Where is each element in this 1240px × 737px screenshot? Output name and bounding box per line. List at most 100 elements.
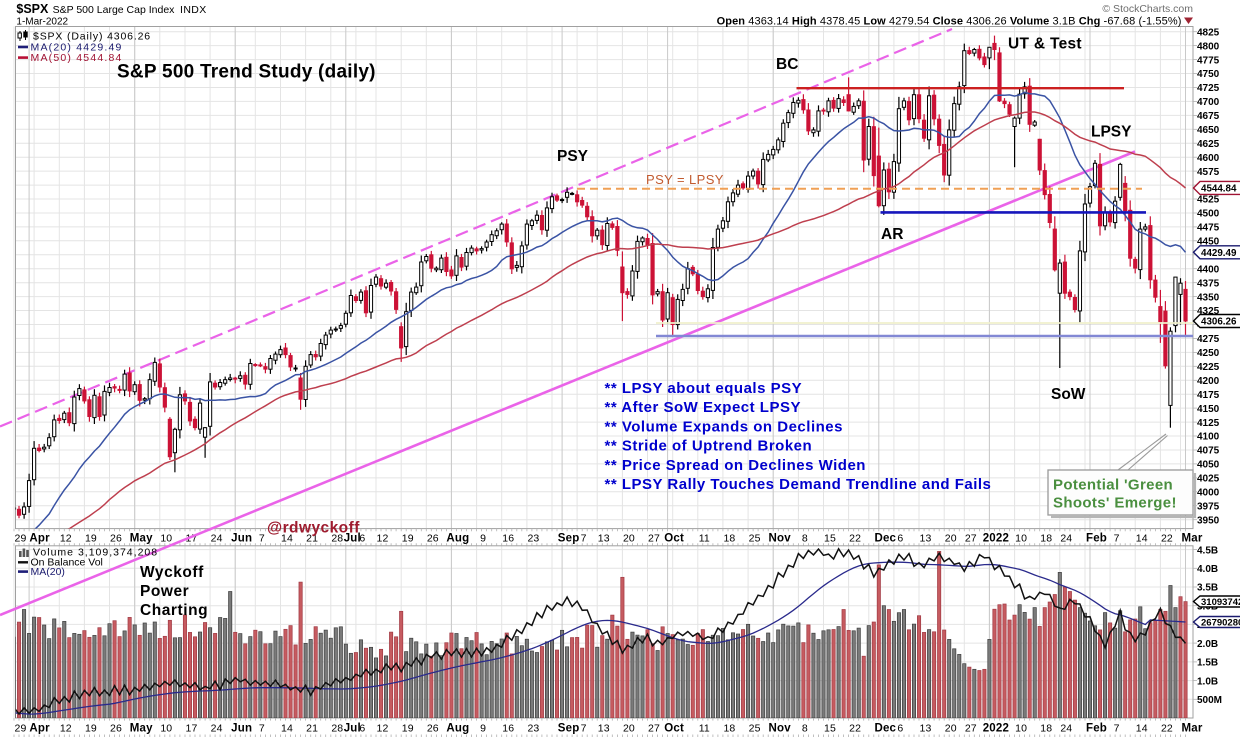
svg-text:4475: 4475 <box>1197 223 1220 234</box>
svg-text:Volume 3,109,374,208: Volume 3,109,374,208 <box>33 547 158 559</box>
svg-text:22: 22 <box>849 532 861 544</box>
svg-text:28: 28 <box>331 722 343 734</box>
svg-text:7: 7 <box>581 532 587 544</box>
svg-text:4429.49: 4429.49 <box>1201 248 1237 259</box>
svg-text:4200: 4200 <box>1197 376 1220 387</box>
svg-text:28: 28 <box>331 532 343 544</box>
svg-text:20: 20 <box>623 722 635 734</box>
svg-text:1.5B: 1.5B <box>1197 658 1218 669</box>
svg-text:7: 7 <box>581 722 587 734</box>
svg-text:6: 6 <box>359 532 365 544</box>
svg-text:20: 20 <box>945 722 957 734</box>
svg-text:4800: 4800 <box>1197 41 1220 52</box>
svg-text:12: 12 <box>377 532 389 544</box>
svg-text:18: 18 <box>723 722 735 734</box>
svg-text:@rdwyckoff: @rdwyckoff <box>267 520 360 537</box>
svg-text:3950: 3950 <box>1197 515 1220 526</box>
svg-text:PSY: PSY <box>557 148 589 165</box>
svg-text:13: 13 <box>598 722 610 734</box>
svg-text:8: 8 <box>802 722 808 734</box>
svg-text:** LPSY about equals PSY: ** LPSY about equals PSY <box>605 380 803 397</box>
svg-text:4.0B: 4.0B <box>1197 564 1218 575</box>
svg-text:18: 18 <box>723 532 735 544</box>
svg-text:500M: 500M <box>1197 695 1222 706</box>
svg-text:21: 21 <box>306 722 318 734</box>
svg-text:4050: 4050 <box>1197 460 1220 471</box>
svg-text:26: 26 <box>427 722 439 734</box>
svg-text:MA(50) 4544.84: MA(50) 4544.84 <box>31 52 123 64</box>
svg-text:14: 14 <box>1136 532 1148 544</box>
svg-text:S&P 500 Trend Study (daily): S&P 500 Trend Study (daily) <box>117 62 376 83</box>
svg-text:2.0B: 2.0B <box>1197 639 1218 650</box>
svg-text:14: 14 <box>281 722 293 734</box>
svg-text:Feb: Feb <box>1086 532 1107 544</box>
svg-text:May: May <box>130 532 153 544</box>
svg-text:4525: 4525 <box>1197 195 1220 206</box>
svg-text:29: 29 <box>15 722 27 734</box>
svg-text:1.0B: 1.0B <box>1197 676 1218 687</box>
svg-text:4725: 4725 <box>1197 83 1220 94</box>
svg-text:17: 17 <box>186 532 198 544</box>
svg-text:18: 18 <box>1040 722 1052 734</box>
svg-text:13: 13 <box>598 532 610 544</box>
svg-text:** Price Spread on Declines Wi: ** Price Spread on Declines Widen <box>605 457 866 474</box>
svg-text:10: 10 <box>1015 532 1027 544</box>
svg-text:4750: 4750 <box>1197 69 1220 80</box>
svg-text:6: 6 <box>897 532 903 544</box>
svg-text:11: 11 <box>699 722 710 734</box>
svg-text:4375: 4375 <box>1197 278 1220 289</box>
svg-text:May: May <box>130 722 153 734</box>
svg-text:On Balance Vol: On Balance Vol <box>31 557 103 569</box>
svg-text:15: 15 <box>824 722 836 734</box>
svg-text:4775: 4775 <box>1197 55 1220 66</box>
svg-text:** LPSY Rally Touches Demand T: ** LPSY Rally Touches Demand Trendline a… <box>605 476 992 493</box>
svg-text:22: 22 <box>1161 722 1173 734</box>
svg-text:4325: 4325 <box>1197 306 1220 317</box>
svg-text:31093742: 31093742 <box>1201 597 1240 608</box>
svg-text:Mar: Mar <box>1181 532 1202 544</box>
svg-text:Nov: Nov <box>769 722 792 734</box>
svg-text:Jul: Jul <box>344 532 361 544</box>
svg-text:19: 19 <box>402 532 414 544</box>
svg-text:15: 15 <box>824 532 836 544</box>
svg-text:7: 7 <box>259 532 265 544</box>
svg-text:Potential 'Green: Potential 'Green <box>1053 477 1173 494</box>
svg-text:24: 24 <box>211 722 223 734</box>
svg-text:INDX: INDX <box>180 4 207 16</box>
svg-text:Shoots' Emerge!: Shoots' Emerge! <box>1053 495 1177 512</box>
svg-text:Power: Power <box>140 583 189 600</box>
svg-text:24: 24 <box>211 532 223 544</box>
svg-text:1-Mar-2022: 1-Mar-2022 <box>16 16 68 27</box>
svg-text:20: 20 <box>945 532 957 544</box>
svg-text:12: 12 <box>377 722 389 734</box>
svg-text:13: 13 <box>920 722 932 734</box>
svg-text:18: 18 <box>1040 532 1052 544</box>
svg-text:19: 19 <box>85 722 97 734</box>
svg-text:2022: 2022 <box>983 722 1009 734</box>
svg-text:27: 27 <box>965 532 977 544</box>
svg-text:LPSY: LPSY <box>1091 124 1132 141</box>
svg-text:$SPX (Daily) 4306.26: $SPX (Daily) 4306.26 <box>33 31 151 43</box>
svg-text:** After SoW Expect LPSY: ** After SoW Expect LPSY <box>605 399 801 416</box>
svg-text:10: 10 <box>160 532 172 544</box>
svg-text:S&P 500 Large Cap Index: S&P 500 Large Cap Index <box>53 4 176 16</box>
svg-text:22: 22 <box>849 722 861 734</box>
svg-text:3.5B: 3.5B <box>1197 583 1218 594</box>
svg-text:4600: 4600 <box>1197 153 1220 164</box>
svg-text:Dec: Dec <box>874 722 896 734</box>
svg-text:Nov: Nov <box>769 532 792 544</box>
svg-text:AR: AR <box>881 226 903 243</box>
svg-text:Open 4363.14 High 4378.45 Low: Open 4363.14 High 4378.45 Low 4279.54 Cl… <box>717 16 1182 28</box>
svg-text:4450: 4450 <box>1197 237 1220 248</box>
svg-text:10: 10 <box>1015 722 1027 734</box>
svg-text:4575: 4575 <box>1197 167 1220 178</box>
svg-text:3975: 3975 <box>1197 501 1220 512</box>
svg-text:MA(20) 4429.49: MA(20) 4429.49 <box>31 41 123 53</box>
svg-text:25: 25 <box>749 532 761 544</box>
svg-text:4544.84: 4544.84 <box>1201 184 1237 195</box>
svg-text:21: 21 <box>306 532 318 544</box>
svg-text:Aug: Aug <box>446 532 469 544</box>
svg-text:Feb: Feb <box>1086 722 1107 734</box>
svg-text:19: 19 <box>85 532 97 544</box>
svg-text:Apr: Apr <box>29 722 50 734</box>
